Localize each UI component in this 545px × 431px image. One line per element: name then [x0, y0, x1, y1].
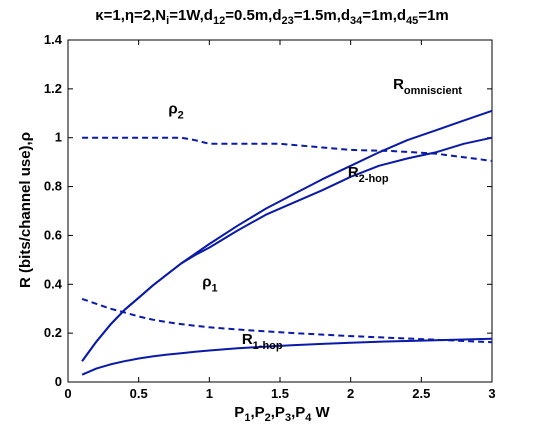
series-annotation: Romniscient	[393, 76, 462, 97]
x-tick-label: 1.5	[271, 386, 289, 401]
y-tick-label: 1	[55, 130, 62, 145]
y-tick-label: 1.2	[44, 81, 62, 96]
series-line--2	[82, 136, 493, 162]
chart-title-part: =1m,d	[362, 7, 406, 24]
x-axis-title-part: 2	[265, 412, 271, 424]
y-tick-label: 0.2	[44, 325, 62, 340]
series-annotation: R2-hop	[348, 164, 389, 185]
chart-title-part: =1m	[418, 7, 448, 24]
chart-title: κ=1,η=2,Ni=1W,d12=0.5m,d23=1.5m,d34=1m,d…	[95, 7, 449, 27]
annotation-subscript: omniscient	[404, 85, 462, 97]
y-tick-label: 0.6	[44, 227, 62, 242]
series-annotation: R1-hop	[242, 331, 283, 352]
x-tick-label: 1	[206, 386, 213, 401]
chart-title-part: 45	[406, 15, 418, 27]
chart-title-part: 23	[282, 15, 294, 27]
x-axis-title-part: ,P	[291, 404, 305, 421]
annotation-subscript: 1	[212, 283, 218, 295]
y-tick-label: 0.8	[44, 179, 62, 194]
x-axis-title-part: P	[234, 404, 244, 421]
chart-title-part: =1.5m,d	[294, 7, 350, 24]
x-tick-label: 3	[488, 386, 495, 401]
series-line-r-1-hop	[81, 337, 493, 376]
x-tick-label: 0	[64, 386, 71, 401]
series-annotation: ρ2	[168, 100, 183, 121]
x-axis-title-part: ,P	[250, 404, 264, 421]
annotation-subscript: 2-hop	[359, 173, 389, 185]
annotation-main: R	[393, 76, 404, 93]
chart-title-part: i	[166, 15, 169, 27]
series-line-r-2-hop	[81, 136, 493, 362]
x-axis-title-part: 1	[244, 412, 250, 424]
annotation-main: R	[348, 164, 359, 181]
y-tick-label: 0	[55, 374, 62, 389]
series-line-r-omniscient	[81, 109, 493, 362]
chart-title-part: 12	[213, 15, 225, 27]
x-axis-title-part: W	[311, 404, 330, 421]
plot-area: 0 0.5 1 1.5 2 2.5 3 0 0.2 0.4 0.6 0.8 1 1.2 1.4 Romnisc…	[44, 32, 496, 401]
series-annotation: ρ1	[202, 274, 217, 295]
annotation-subscript: 2	[178, 109, 184, 121]
y-axis-title: R (bits/channel use),ρ	[17, 132, 34, 288]
x-axis-title-part: 4	[305, 412, 312, 424]
annotation-main: ρ	[168, 100, 177, 117]
chart-title-part: =1W,d	[169, 7, 213, 24]
x-axis-title-part: 3	[285, 412, 291, 424]
annotation-subscript: 1-hop	[253, 340, 283, 352]
series-line--1	[81, 297, 493, 344]
x-tick-label: 0.5	[130, 386, 148, 401]
annotation-main: ρ	[202, 274, 211, 291]
chart-title-part: =0.5m,d	[225, 7, 281, 24]
x-tick-label: 2	[347, 386, 354, 401]
annotation-main: R	[242, 331, 253, 348]
chart-title-part: 34	[350, 15, 363, 27]
y-tick-label: 0.4	[44, 276, 63, 291]
x-axis-title-part: ,P	[271, 404, 285, 421]
x-axis-title: P1,P2,P3,P4 W	[234, 404, 330, 424]
y-tick-label: 1.4	[44, 32, 63, 47]
x-tick-label: 2.5	[412, 386, 430, 401]
chart-title-part: κ=1,η=2,N	[95, 7, 166, 24]
